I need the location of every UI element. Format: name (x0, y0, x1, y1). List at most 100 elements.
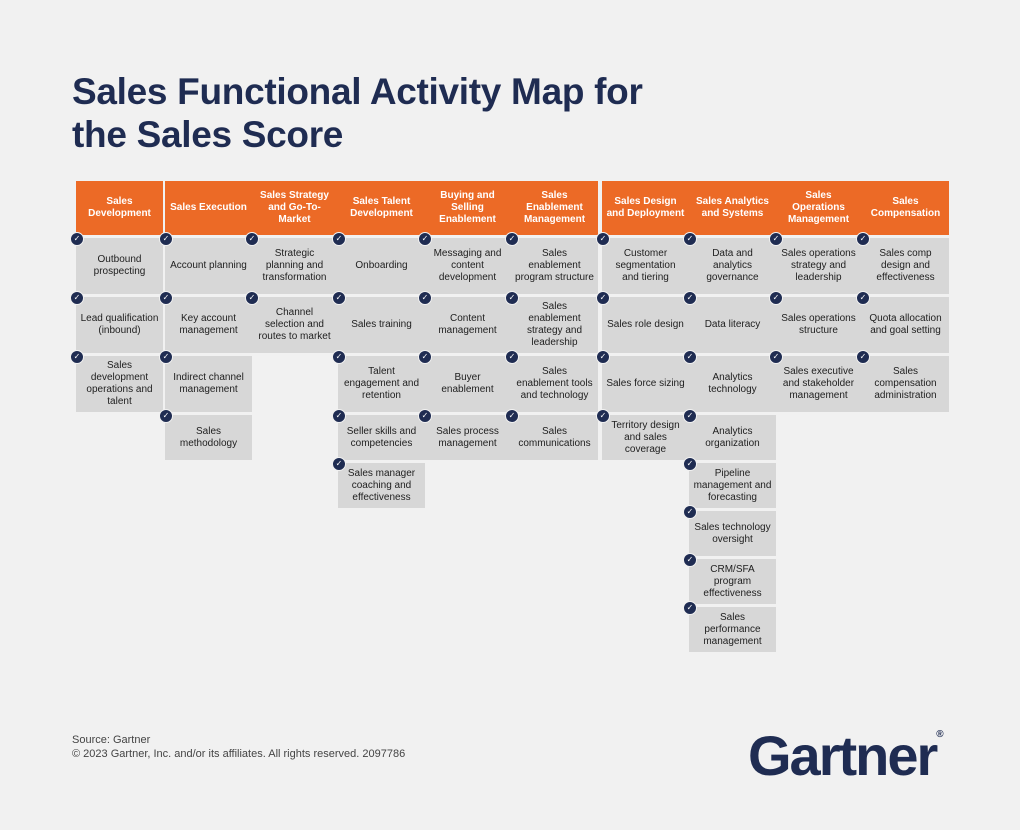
check-circle-icon: ✓ (245, 232, 259, 246)
activity-cell: ✓ Sales enablement tools and technology (505, 350, 598, 412)
activity-cell: ✓ Analytics technology (683, 350, 776, 412)
activity-cell: ✓ Key account management (159, 291, 252, 353)
column-7: Sales Analytics and Systems ✓ Data and ana… (683, 181, 776, 652)
activity-cell: ✓ CRM/SFA program effectiveness (683, 553, 776, 604)
activity-label: Sales communications (518, 425, 591, 449)
activity-label: Sales process management (436, 425, 499, 449)
check-circle-icon: ✓ (683, 601, 697, 615)
check-circle-icon: ✓ (683, 457, 697, 471)
activity-label: Sales force sizing (606, 378, 685, 389)
activity-cell: ✓ Sales operations structure (769, 291, 862, 353)
activity-label: Sales executive and stakeholder manageme… (782, 366, 855, 401)
footer: Source: Gartner © 2023 Gartner, Inc. and… (72, 733, 405, 761)
activity-label: Lead qualification (inbound) (80, 313, 159, 336)
activity-label: Quota allocation and goal setting (869, 313, 942, 336)
activity-label: Content management (438, 313, 497, 336)
activity-cell: ✓ Content management (418, 291, 511, 353)
activity-cell: ✓ Data and analytics governance (683, 232, 776, 294)
page-title: Sales Functional Activity Map for the Sa… (72, 70, 772, 156)
registered-mark: ® (936, 729, 944, 740)
check-circle-icon: ✓ (596, 232, 610, 246)
activity-cell: ✓ Sales technology oversight (683, 505, 776, 556)
column-3: Sales Talent Development ✓ Onboarding ✓ Sale… (332, 181, 425, 508)
check-circle-icon: ✓ (769, 350, 783, 364)
activity-cell: ✓ Sales process management (418, 409, 511, 460)
check-circle-icon: ✓ (418, 350, 432, 364)
activity-cell: ✓ Sales manager coaching and effectivenes… (332, 457, 425, 508)
check-circle-icon: ✓ (856, 232, 870, 246)
activity-label: Talent engagement and retention (343, 366, 420, 401)
activity-label: Messaging and content development (433, 248, 502, 283)
column-0: Sales Development ✓ Outbound prospecting ✓ L… (70, 181, 163, 412)
activity-label: Analytics technology (708, 372, 757, 395)
activity-label: Customer segmentation and tiering (615, 248, 676, 283)
gartner-logo: Gartner® (748, 700, 944, 791)
activity-label: Sales enablement tools and technology (516, 366, 593, 401)
activity-cell: ✓ Sales development operations and talent (70, 350, 163, 412)
check-circle-icon: ✓ (159, 350, 173, 364)
activity-label: Sales operations structure (781, 313, 856, 336)
activity-label: Sales comp design and effectiveness (876, 248, 935, 283)
title-line-1: Sales Functional Activity Map for (72, 71, 643, 112)
activity-cell: ✓ Talent engagement and retention (332, 350, 425, 412)
check-circle-icon: ✓ (769, 232, 783, 246)
activity-cell: ✓ Sales role design (596, 291, 689, 353)
activity-label: Pipeline management and forecasting (693, 467, 772, 503)
activity-cell: ✓ Pipeline management and forecasting (683, 457, 776, 508)
check-circle-icon: ✓ (856, 291, 870, 305)
copyright-note: © 2023 Gartner, Inc. and/or its affiliat… (72, 748, 406, 760)
activity-label: Sales performance management (703, 611, 762, 647)
activity-cell: ✓ Sales comp design and effectiveness (856, 232, 949, 294)
check-circle-icon: ✓ (683, 409, 697, 423)
activity-cell: ✓ Lead qualification (inbound) (70, 291, 163, 353)
activity-label: Data and analytics governance (706, 248, 759, 283)
activity-label: Sales enablement program structure (515, 248, 594, 283)
check-circle-icon: ✓ (332, 457, 346, 471)
check-circle-icon: ✓ (505, 409, 519, 423)
column-8: Sales Operations Management ✓ Sales operat… (769, 181, 862, 412)
column-1: Sales Execution ✓ Account planning ✓ Key acc… (159, 181, 252, 460)
column-4: Buying and Selling Enablement ✓ Messaging … (418, 181, 511, 460)
activity-cell: ✓ Channel selection and routes to market (245, 291, 338, 353)
activity-label: Sales role design (607, 319, 684, 330)
check-circle-icon: ✓ (332, 232, 346, 246)
activity-label: Outbound prospecting (93, 254, 146, 277)
activity-cell: ✓ Account planning (159, 232, 252, 294)
check-circle-icon: ✓ (159, 291, 173, 305)
activity-cell: ✓ Customer segmentation and tiering (596, 232, 689, 294)
activity-label: Key account management (179, 313, 238, 336)
activity-cell: ✓ Sales communications (505, 409, 598, 460)
column-2: Sales Strategy and Go-To-Market ✓ Strategi… (245, 181, 338, 353)
column-header: Sales Strategy and Go-To-Market (251, 181, 338, 235)
activity-label: Sales enablement strategy and leadership (526, 301, 583, 348)
activity-label: Onboarding (355, 260, 408, 271)
activity-cell: ✓ Sales force sizing (596, 350, 689, 412)
check-circle-icon: ✓ (683, 505, 697, 519)
activity-label: Sales manager coaching and effectiveness (347, 467, 416, 503)
check-circle-icon: ✓ (332, 350, 346, 364)
check-circle-icon: ✓ (418, 232, 432, 246)
activity-cell: ✓ Seller skills and competencies (332, 409, 425, 460)
check-circle-icon: ✓ (683, 553, 697, 567)
column-6: Sales Design and Deployment ✓ Customer seg… (596, 181, 689, 460)
check-circle-icon: ✓ (70, 350, 84, 364)
check-circle-icon: ✓ (596, 350, 610, 364)
check-circle-icon: ✓ (505, 350, 519, 364)
activity-label: Analytics organization (705, 425, 760, 449)
column-header: Sales Operations Management (775, 181, 862, 235)
column-header: Sales Development (76, 181, 163, 235)
activity-cell: ✓ Analytics organization (683, 409, 776, 460)
check-circle-icon: ✓ (596, 291, 610, 305)
activity-cell: ✓ Sales executive and stakeholder managem… (769, 350, 862, 412)
check-circle-icon: ✓ (505, 232, 519, 246)
check-circle-icon: ✓ (159, 232, 173, 246)
activity-label: Buyer enablement (441, 372, 494, 395)
activity-label: Sales methodology (179, 425, 238, 449)
title-line-2: the Sales Score (72, 114, 344, 155)
column-header: Sales Talent Development (338, 181, 425, 235)
activity-cell: ✓ Sales enablement program structure (505, 232, 598, 294)
check-circle-icon: ✓ (70, 232, 84, 246)
column-header: Sales Analytics and Systems (689, 181, 776, 235)
activity-cell: ✓ Messaging and content development (418, 232, 511, 294)
activity-cell: ✓ Onboarding (332, 232, 425, 294)
